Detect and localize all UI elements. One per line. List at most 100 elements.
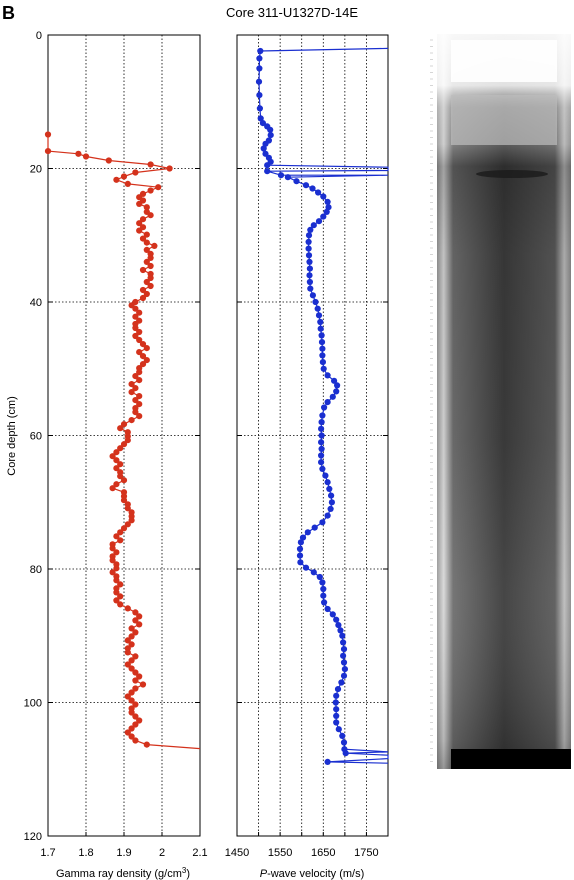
velocity-x-tick-label: 1450 [225, 847, 249, 859]
density-gridlines [48, 35, 200, 836]
velocity-data-point [315, 189, 322, 196]
core-photo-dark-band [476, 170, 548, 178]
density-data-point [113, 176, 120, 183]
velocity-data-point [318, 439, 325, 446]
velocity-data-point [256, 105, 263, 112]
density-data-point [128, 657, 135, 664]
velocity-data-point [333, 692, 340, 699]
core-photo [430, 34, 571, 769]
density-data-point [75, 150, 82, 157]
core-photo-scan-ticks [430, 39, 433, 762]
density-data-point [136, 309, 143, 316]
velocity-data-point [319, 412, 326, 419]
density-data-point [117, 461, 124, 468]
density-data-point [113, 597, 120, 604]
density-ticks: 1.7 1.8 1.9 2 2.1 0 20 40 60 80 100 120 [24, 30, 208, 859]
density-x-tick-label: 2 [159, 847, 165, 859]
density-data-point [128, 517, 135, 524]
velocity-data-point [324, 399, 331, 406]
density-data-point [136, 393, 143, 400]
velocity-x-axis-label-italic: P [260, 868, 268, 880]
velocity-data-point [321, 599, 328, 606]
velocity-data-point [320, 592, 327, 599]
velocity-data-point [307, 285, 314, 292]
velocity-data-point [318, 445, 325, 452]
density-data-point [136, 220, 143, 227]
velocity-data-point [318, 332, 325, 339]
density-data-point [113, 533, 120, 540]
density-data-point [143, 231, 150, 238]
panel-letter: B [2, 3, 15, 23]
density-x-tick-label: 1.8 [78, 847, 93, 859]
velocity-data-point [309, 292, 316, 299]
density-data-point [128, 725, 135, 732]
core-photo-light-zone [451, 95, 557, 145]
velocity-data-point [334, 686, 342, 693]
density-data-point [124, 693, 131, 700]
density-data-point [151, 242, 158, 249]
velocity-data-point [319, 519, 326, 526]
density-data-point [128, 381, 135, 388]
density-data-point [117, 581, 124, 588]
density-data-point [136, 717, 143, 724]
density-data-point [124, 637, 131, 644]
density-data-point [136, 401, 143, 408]
density-data-point [147, 274, 154, 282]
velocity-data-point [324, 605, 331, 613]
velocity-data-point [328, 499, 335, 506]
density-data-point [117, 593, 124, 600]
velocity-data-point [264, 162, 271, 169]
density-data-point [143, 345, 150, 352]
density-data-point [139, 286, 147, 294]
velocity-data-point [324, 512, 331, 519]
density-data-point [128, 633, 135, 640]
density-data-point [147, 262, 154, 270]
core-photo-void-top [451, 40, 557, 82]
velocity-data-point [296, 552, 304, 559]
velocity-data-point [318, 432, 325, 439]
density-data-point [128, 389, 135, 396]
density-data-point [128, 417, 135, 424]
velocity-data-point [306, 272, 313, 279]
velocity-data-point [306, 258, 313, 265]
density-data-point [132, 305, 139, 312]
velocity-data-point [310, 569, 317, 576]
velocity-data-point [306, 278, 313, 286]
density-data-point [139, 681, 147, 688]
velocity-data-point [296, 545, 304, 553]
density-data-point [136, 200, 143, 207]
velocity-data-point [341, 666, 348, 673]
density-x-tick-label: 1.7 [40, 847, 55, 859]
density-data-point [132, 409, 139, 416]
density-data-point [132, 685, 139, 692]
velocity-data-point [318, 459, 325, 466]
density-data-point [120, 173, 128, 180]
density-data-point [109, 557, 116, 564]
density-data-point [117, 529, 124, 536]
density-data-point [143, 741, 150, 748]
density-data-point [132, 373, 139, 380]
velocity-data-point [312, 298, 319, 306]
velocity-x-tick-label: 1750 [354, 847, 378, 859]
velocity-data-point [333, 388, 340, 395]
velocity-plot-frame [236, 34, 389, 837]
velocity-data-point [333, 706, 340, 713]
density-data-point [44, 148, 52, 155]
density-data-point [132, 324, 139, 332]
density-data-point [139, 341, 147, 348]
density-data-point [143, 278, 150, 286]
velocity-data-point [340, 646, 348, 653]
density-data-point [113, 465, 120, 472]
velocity-data-point [305, 252, 313, 259]
density-data-point [113, 457, 120, 464]
density-data-point [109, 453, 116, 460]
density-data-point [139, 235, 147, 242]
density-data-point [166, 165, 173, 172]
velocity-data-point [318, 425, 325, 432]
y-tick-label: 120 [24, 831, 42, 843]
velocity-data-point [325, 204, 332, 211]
density-data-point [128, 733, 135, 740]
density-data-point [136, 613, 143, 620]
velocity-series [255, 47, 389, 766]
